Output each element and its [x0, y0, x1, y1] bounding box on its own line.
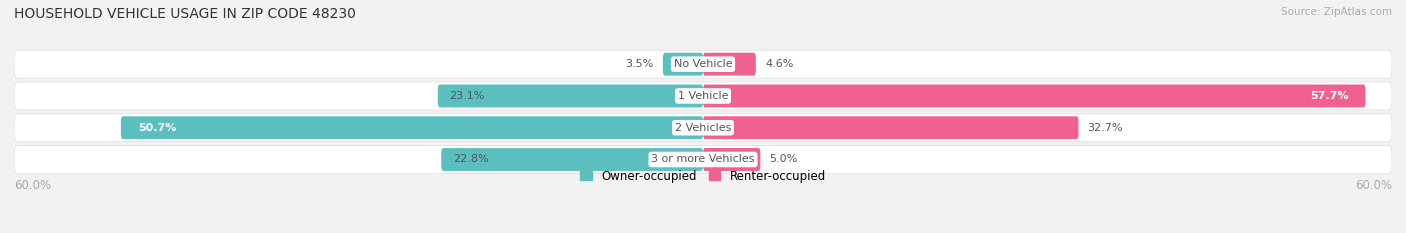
Text: 3 or more Vehicles: 3 or more Vehicles	[651, 154, 755, 164]
Text: 23.1%: 23.1%	[450, 91, 485, 101]
Text: 50.7%: 50.7%	[138, 123, 176, 133]
Text: 60.0%: 60.0%	[14, 179, 51, 192]
Legend: Owner-occupied, Renter-occupied: Owner-occupied, Renter-occupied	[579, 170, 827, 183]
FancyBboxPatch shape	[437, 85, 703, 107]
Text: 2 Vehicles: 2 Vehicles	[675, 123, 731, 133]
Text: 4.6%: 4.6%	[765, 59, 793, 69]
Text: 1 Vehicle: 1 Vehicle	[678, 91, 728, 101]
Text: HOUSEHOLD VEHICLE USAGE IN ZIP CODE 48230: HOUSEHOLD VEHICLE USAGE IN ZIP CODE 4823…	[14, 7, 356, 21]
FancyBboxPatch shape	[14, 114, 1392, 142]
Text: 5.0%: 5.0%	[769, 154, 797, 164]
Text: 3.5%: 3.5%	[626, 59, 654, 69]
FancyBboxPatch shape	[703, 53, 756, 76]
Text: 60.0%: 60.0%	[1355, 179, 1392, 192]
Text: 32.7%: 32.7%	[1088, 123, 1123, 133]
FancyBboxPatch shape	[703, 85, 1365, 107]
Text: Source: ZipAtlas.com: Source: ZipAtlas.com	[1281, 7, 1392, 17]
Text: 57.7%: 57.7%	[1310, 91, 1348, 101]
FancyBboxPatch shape	[14, 146, 1392, 174]
FancyBboxPatch shape	[662, 53, 703, 76]
Text: No Vehicle: No Vehicle	[673, 59, 733, 69]
FancyBboxPatch shape	[703, 116, 1078, 139]
FancyBboxPatch shape	[441, 148, 703, 171]
FancyBboxPatch shape	[14, 82, 1392, 110]
FancyBboxPatch shape	[703, 148, 761, 171]
FancyBboxPatch shape	[14, 50, 1392, 78]
Text: 22.8%: 22.8%	[453, 154, 488, 164]
FancyBboxPatch shape	[121, 116, 703, 139]
